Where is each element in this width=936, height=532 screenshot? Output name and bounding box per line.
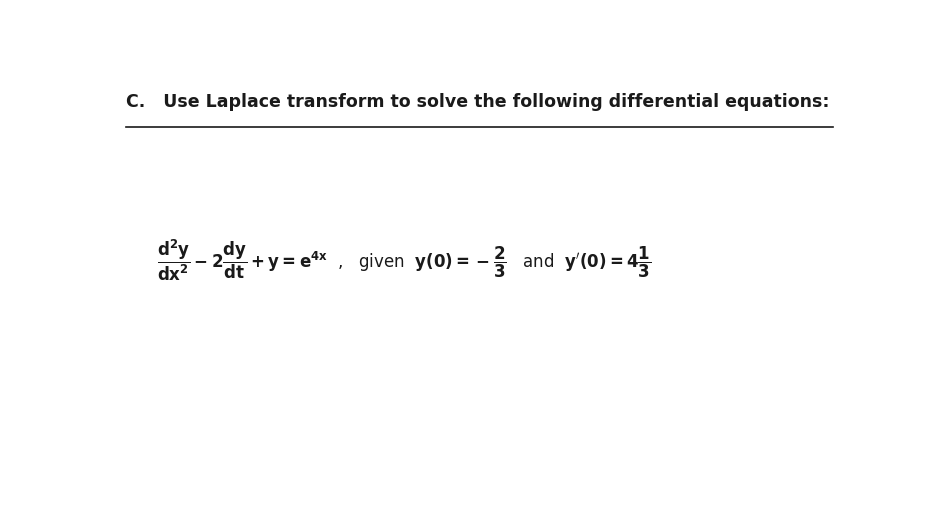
Text: C.   Use Laplace transform to solve the following differential equations:: C. Use Laplace transform to solve the fo… <box>126 93 830 111</box>
Text: $\mathbf{\dfrac{d^2y}{dx^2} - 2\dfrac{dy}{dt} + y = e^{4x}}$  ,   given  $\mathb: $\mathbf{\dfrac{d^2y}{dx^2} - 2\dfrac{dy… <box>157 238 651 283</box>
